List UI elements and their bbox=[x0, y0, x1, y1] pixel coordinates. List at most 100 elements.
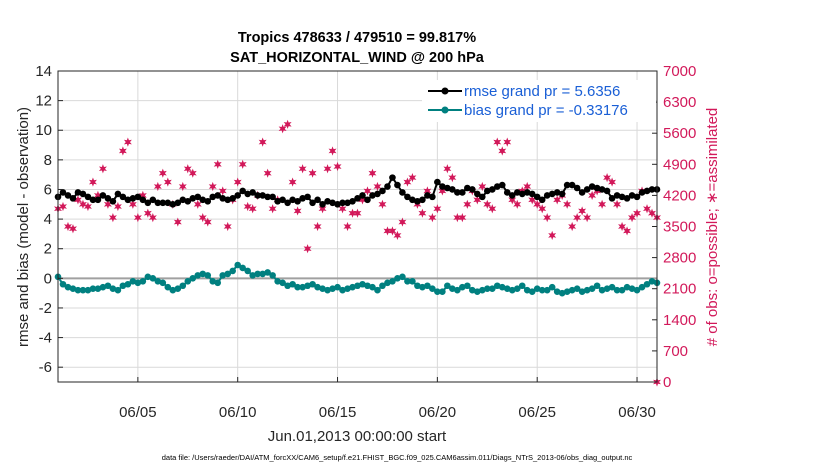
bias-marker bbox=[174, 285, 182, 293]
rmse-marker bbox=[424, 192, 431, 199]
possible-obs-marker bbox=[375, 184, 380, 189]
possible-obs-marker bbox=[610, 180, 615, 185]
bias-marker bbox=[469, 286, 476, 294]
bias-marker bbox=[254, 270, 261, 278]
rmse-marker bbox=[608, 195, 616, 202]
rmse-marker bbox=[404, 193, 411, 201]
rmse-marker bbox=[389, 174, 396, 181]
bias-marker bbox=[528, 288, 536, 295]
assimilated-obs-marker bbox=[313, 221, 322, 232]
rmse-marker bbox=[324, 198, 331, 205]
possible-obs-marker bbox=[190, 171, 195, 176]
possible-obs-marker bbox=[465, 202, 470, 207]
legend: rmse grand pr = 5.6356 bias grand pr = -… bbox=[422, 80, 656, 122]
possible-obs-marker bbox=[480, 184, 485, 189]
assimilated-obs-marker bbox=[383, 226, 392, 236]
rmse-marker bbox=[503, 189, 511, 196]
possible-obs-marker bbox=[210, 184, 215, 189]
assimilated-obs-marker bbox=[268, 204, 277, 214]
assimilated-obs-marker bbox=[163, 177, 172, 187]
bias-marker bbox=[194, 272, 202, 279]
rmse-marker bbox=[84, 193, 92, 201]
rmse-marker bbox=[179, 196, 187, 204]
rmse-marker bbox=[149, 196, 157, 204]
rmse-marker bbox=[414, 198, 421, 205]
bias-marker bbox=[354, 282, 361, 290]
rmse-marker bbox=[593, 184, 601, 192]
legend-bias-marker bbox=[441, 106, 449, 114]
rmse-marker bbox=[154, 199, 162, 207]
bias-marker bbox=[269, 272, 276, 279]
possible-obs-marker bbox=[245, 204, 250, 209]
possible-obs-marker bbox=[390, 228, 395, 233]
assimilated-obs-marker bbox=[478, 181, 487, 192]
assimilated-obs-marker bbox=[623, 226, 632, 236]
assimilated-obs-marker bbox=[323, 164, 332, 174]
rmse-marker bbox=[563, 181, 571, 189]
bias-marker bbox=[309, 280, 316, 288]
y-tick-label: 12 bbox=[35, 93, 52, 110]
possible-obs-marker bbox=[180, 184, 185, 189]
bias-marker bbox=[598, 286, 606, 294]
assimilated-obs-marker bbox=[543, 213, 552, 223]
possible-obs-marker bbox=[155, 184, 160, 189]
rmse-marker bbox=[464, 184, 471, 192]
possible-obs-marker bbox=[475, 197, 480, 202]
y-tick-label: 8 bbox=[44, 152, 52, 169]
possible-obs-marker bbox=[205, 220, 210, 225]
assimilated-obs-marker bbox=[428, 213, 437, 223]
possible-obs-marker bbox=[295, 208, 300, 213]
assimilated-obs-marker bbox=[153, 181, 162, 192]
bias-marker bbox=[454, 286, 461, 294]
assimilated-obs-marker bbox=[388, 226, 397, 236]
bias-marker bbox=[434, 288, 441, 295]
assimilated-obs-marker bbox=[373, 181, 382, 192]
bias-marker bbox=[299, 283, 306, 291]
bias-marker bbox=[439, 288, 446, 295]
assimilated-obs-marker bbox=[233, 177, 242, 187]
rmse-marker bbox=[543, 192, 551, 199]
bias-marker bbox=[304, 282, 311, 290]
rmse-marker bbox=[583, 186, 591, 193]
assimilated-obs-marker bbox=[573, 213, 582, 223]
y-tick-label: 4 bbox=[44, 211, 52, 228]
possible-obs-marker bbox=[585, 215, 590, 220]
rmse-marker bbox=[379, 187, 386, 195]
rmse-marker bbox=[244, 190, 251, 198]
possible-obs-marker bbox=[490, 206, 495, 211]
rmse-marker bbox=[204, 198, 212, 205]
assimilated-obs-marker bbox=[418, 208, 427, 218]
assimilated-obs-marker bbox=[568, 221, 577, 232]
assimilated-obs-marker bbox=[378, 199, 387, 209]
y2-tick-label: 7000 bbox=[663, 63, 696, 80]
assimilated-obs-marker bbox=[113, 201, 122, 212]
rmse-marker bbox=[633, 193, 641, 201]
rmse-marker bbox=[299, 195, 306, 202]
possible-obs-marker bbox=[405, 180, 410, 185]
possible-obs-marker bbox=[565, 202, 570, 207]
rmse-marker bbox=[99, 192, 107, 199]
assimilated-obs-marker bbox=[368, 168, 377, 178]
rmse-marker bbox=[189, 195, 197, 202]
rmse-marker bbox=[354, 195, 361, 202]
rmse-marker bbox=[284, 199, 291, 207]
bias-marker bbox=[59, 280, 67, 288]
possible-obs-marker bbox=[500, 148, 505, 153]
bias-marker bbox=[449, 285, 456, 293]
assimilated-obs-marker bbox=[208, 181, 217, 192]
assimilated-obs-marker bbox=[583, 213, 592, 223]
bias-marker bbox=[568, 286, 576, 294]
rmse-marker bbox=[289, 196, 296, 204]
possible-obs-marker bbox=[185, 166, 190, 171]
rmse-marker bbox=[598, 186, 606, 193]
assimilated-obs-marker bbox=[618, 221, 627, 232]
possible-obs-marker bbox=[335, 164, 340, 169]
possible-obs-marker bbox=[505, 140, 510, 145]
rmse-marker bbox=[444, 184, 451, 192]
bias-marker bbox=[553, 288, 561, 295]
legend-rmse-marker bbox=[441, 87, 449, 95]
assimilated-obs-marker bbox=[613, 199, 622, 209]
bias-marker bbox=[374, 286, 381, 294]
bias-marker bbox=[144, 273, 152, 281]
rmse-marker bbox=[249, 189, 256, 196]
